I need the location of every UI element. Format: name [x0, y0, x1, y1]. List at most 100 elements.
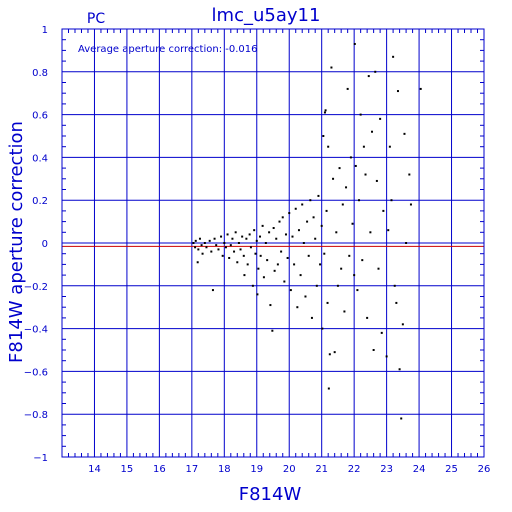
data-point [396, 90, 399, 93]
data-point [340, 267, 343, 270]
data-point [326, 301, 329, 304]
data-point [354, 164, 357, 167]
data-point [243, 274, 246, 277]
data-point [221, 254, 224, 257]
data-point [253, 229, 256, 232]
data-point [205, 246, 208, 249]
data-point [192, 242, 195, 244]
data-point [375, 179, 378, 182]
data-point [304, 295, 307, 298]
x-axis-label: F814W [239, 484, 302, 505]
data-point [280, 250, 283, 253]
data-point [215, 244, 218, 247]
data-point [248, 233, 251, 236]
data-point [390, 199, 393, 202]
x-tick-label: 18 [218, 464, 231, 475]
x-tick-label: 15 [121, 464, 134, 475]
data-point [327, 387, 330, 390]
data-point [288, 212, 291, 215]
data-point [224, 246, 227, 249]
data-point [257, 267, 260, 270]
data-point [242, 254, 245, 257]
data-point [309, 199, 312, 202]
data-point [338, 167, 341, 170]
y-tick-label: −1 [33, 453, 48, 464]
data-point [322, 135, 325, 137]
data-point [353, 42, 356, 45]
data-point [345, 186, 348, 189]
y-tick-label: −0.6 [24, 367, 48, 378]
y-tick-label: 0.4 [32, 153, 48, 164]
data-point [367, 75, 370, 78]
data-point [261, 224, 264, 227]
y-tick-label: −0.2 [24, 282, 48, 293]
data-point [211, 289, 214, 292]
data-point [236, 261, 239, 264]
data-point [259, 254, 262, 257]
data-point [343, 310, 346, 313]
data-point [289, 289, 292, 292]
data-point [362, 145, 365, 148]
y-tick-label: 0.6 [32, 111, 48, 122]
data-point [341, 203, 344, 206]
x-tick-label: 25 [445, 464, 458, 475]
data-point [228, 256, 231, 259]
data-point [335, 231, 338, 234]
data-point [321, 327, 324, 330]
data-point [380, 331, 383, 334]
average-annotation: Average aperture correction: -0.016 [78, 44, 258, 55]
data-point [254, 252, 257, 255]
data-point [366, 316, 369, 319]
y-tick-label: 0 [42, 239, 48, 250]
data-point [310, 316, 313, 319]
data-point [223, 242, 226, 244]
data-point [327, 145, 330, 148]
data-point [314, 237, 317, 240]
data-point [239, 248, 242, 251]
y-tick-label: 1 [42, 25, 48, 36]
data-point [194, 246, 197, 249]
data-point [405, 242, 408, 244]
data-point [201, 252, 204, 255]
data-point [259, 235, 262, 238]
data-point [323, 111, 326, 114]
data-point [315, 284, 318, 287]
data-point [330, 66, 333, 69]
data-point [400, 417, 403, 420]
data-point [301, 203, 304, 206]
data-point [369, 231, 372, 234]
data-point [401, 323, 404, 326]
data-point [210, 250, 213, 253]
data-point [208, 239, 211, 242]
data-point [388, 145, 391, 148]
data-point [286, 256, 289, 259]
data-point [348, 254, 351, 257]
data-point [246, 263, 249, 266]
data-point [234, 231, 237, 234]
data-point [398, 368, 401, 371]
corner-label: PC [87, 11, 105, 27]
data-point [294, 207, 297, 210]
y-tick-label: −0.4 [24, 325, 48, 336]
data-point [387, 229, 390, 232]
data-point [283, 280, 286, 283]
data-point [293, 263, 296, 266]
chart-title: lmc_u5ay11 [212, 5, 321, 26]
data-point [312, 216, 315, 219]
data-point [251, 284, 254, 287]
x-tick-label: 23 [380, 464, 393, 475]
data-point [419, 87, 422, 90]
data-point [351, 222, 354, 225]
reference-lines [62, 242, 484, 247]
data-point [229, 244, 232, 247]
data-point [296, 306, 299, 309]
data-point [273, 269, 276, 272]
data-point [291, 235, 294, 238]
data-point [245, 237, 248, 240]
data-point [264, 242, 267, 244]
data-point [353, 274, 356, 277]
data-point [200, 244, 203, 247]
data-point [403, 132, 406, 135]
